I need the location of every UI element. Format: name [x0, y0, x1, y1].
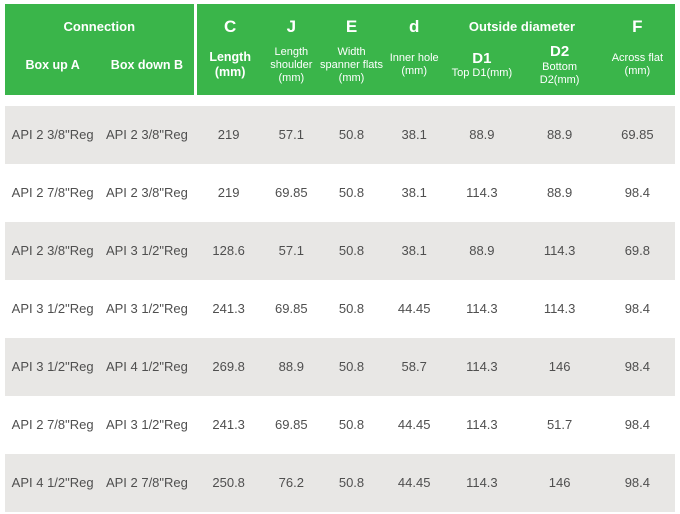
cell-inner-hole: 38.1	[384, 221, 445, 280]
cell-length: 241.3	[193, 279, 264, 338]
header-d1: D1 Top D1(mm)	[444, 44, 520, 95]
cell-d2: 51.7	[519, 395, 600, 454]
cell-d1: 114.3	[444, 395, 520, 454]
cell-box-up: API 2 3/8"Reg	[5, 221, 101, 280]
cell-inner-hole: 38.1	[384, 105, 445, 164]
cell-across-flat: 98.4	[599, 453, 675, 512]
cell-across-flat: 69.8	[599, 221, 675, 280]
header-box-down: Box down B	[100, 44, 194, 95]
cell-length: 128.6	[193, 221, 264, 280]
cell-length-shoulder: 69.85	[263, 395, 319, 454]
cell-across-flat: 69.85	[599, 105, 675, 164]
table-header: Connection C J E d Outside diameter F Bo…	[5, 4, 675, 106]
cell-length: 219	[193, 163, 264, 222]
cell-length-shoulder: 88.9	[263, 337, 319, 396]
cell-d2: 146	[519, 453, 600, 512]
table-row: API 2 7/8"Reg API 2 3/8"Reg 219 69.85 50…	[5, 163, 675, 222]
cell-d2: 114.3	[519, 221, 600, 280]
header-connection-group: Connection	[5, 4, 194, 44]
cell-d1: 114.3	[444, 279, 520, 338]
header-col-e: E	[318, 4, 385, 44]
table-row: API 2 7/8"Reg API 3 1/2"Reg 241.3 69.85 …	[5, 395, 675, 454]
cell-box-up: API 3 1/2"Reg	[5, 279, 101, 338]
cell-d1: 114.3	[444, 337, 520, 396]
table-body: API 2 3/8"Reg API 2 3/8"Reg 219 57.1 50.…	[5, 105, 675, 512]
cell-box-up: API 2 7/8"Reg	[5, 163, 101, 222]
header-box-up: Box up A	[5, 44, 101, 95]
header-c-sub: Length (mm)	[193, 44, 264, 95]
cell-length-shoulder: 57.1	[263, 105, 319, 164]
cell-box-up: API 3 1/2"Reg	[5, 337, 101, 396]
header-f-sub: Across flat (mm)	[599, 44, 675, 95]
header-d2-sub: Bottom D2(mm)	[539, 60, 580, 86]
cell-across-flat: 98.4	[599, 337, 675, 396]
cell-box-down: API 4 1/2"Reg	[100, 337, 194, 396]
cell-inner-hole: 58.7	[384, 337, 445, 396]
cell-inner-hole: 44.45	[384, 453, 445, 512]
cell-d2: 146	[519, 337, 600, 396]
cell-width-spanner: 50.8	[318, 337, 385, 396]
cell-box-up: API 2 7/8"Reg	[5, 395, 101, 454]
header-col-j: J	[263, 4, 319, 44]
header-outside-diameter-group: Outside diameter	[444, 4, 600, 44]
cell-length: 250.8	[193, 453, 264, 512]
cell-inner-hole: 44.45	[384, 279, 445, 338]
cell-across-flat: 98.4	[599, 163, 675, 222]
header-row-subs: Box up A Box down B Length (mm) Length s…	[5, 43, 675, 95]
cell-width-spanner: 50.8	[318, 221, 385, 280]
connection-spec-table: Connection C J E d Outside diameter F Bo…	[5, 4, 675, 512]
cell-length-shoulder: 57.1	[263, 221, 319, 280]
table-row: API 4 1/2"Reg API 2 7/8"Reg 250.8 76.2 5…	[5, 453, 675, 512]
table-row: API 3 1/2"Reg API 3 1/2"Reg 241.3 69.85 …	[5, 279, 675, 338]
cell-d1: 88.9	[444, 221, 520, 280]
header-body-gap	[5, 95, 675, 106]
header-col-c: C	[193, 4, 264, 44]
header-e-sub: Width spanner flats (mm)	[318, 44, 385, 95]
cell-width-spanner: 50.8	[318, 279, 385, 338]
cell-box-down: API 2 3/8"Reg	[100, 163, 194, 222]
cell-length-shoulder: 69.85	[263, 163, 319, 222]
header-col-d: d	[384, 4, 445, 44]
table-row: API 3 1/2"Reg API 4 1/2"Reg 269.8 88.9 5…	[5, 337, 675, 396]
cell-box-down: API 2 7/8"Reg	[100, 453, 194, 512]
cell-d1: 114.3	[444, 163, 520, 222]
cell-width-spanner: 50.8	[318, 105, 385, 164]
cell-d1: 114.3	[444, 453, 520, 512]
table-row: API 2 3/8"Reg API 3 1/2"Reg 128.6 57.1 5…	[5, 221, 675, 280]
cell-length-shoulder: 76.2	[263, 453, 319, 512]
cell-length: 241.3	[193, 395, 264, 454]
header-d1-letter: D1	[472, 49, 492, 67]
cell-width-spanner: 50.8	[318, 163, 385, 222]
cell-across-flat: 98.4	[599, 279, 675, 338]
cell-inner-hole: 38.1	[384, 163, 445, 222]
cell-length: 269.8	[193, 337, 264, 396]
cell-box-down: API 3 1/2"Reg	[100, 221, 194, 280]
cell-d2: 114.3	[519, 279, 600, 338]
cell-length: 219	[193, 105, 264, 164]
header-col-f: F	[599, 4, 675, 44]
header-d2: D2 Bottom D2(mm)	[519, 43, 600, 95]
cell-box-down: API 2 3/8"Reg	[100, 105, 194, 164]
cell-width-spanner: 50.8	[318, 395, 385, 454]
cell-across-flat: 98.4	[599, 395, 675, 454]
cell-d2: 88.9	[519, 163, 600, 222]
header-d2-letter: D2	[550, 43, 570, 60]
cell-box-down: API 3 1/2"Reg	[100, 395, 194, 454]
cell-d1: 88.9	[444, 105, 520, 164]
cell-length-shoulder: 69.85	[263, 279, 319, 338]
header-j-sub: Length shoulder (mm)	[263, 44, 319, 95]
header-row-groups: Connection C J E d Outside diameter F	[5, 4, 675, 44]
cell-width-spanner: 50.8	[318, 453, 385, 512]
cell-box-up: API 4 1/2"Reg	[5, 453, 101, 512]
header-d-sub: Inner hole (mm)	[384, 44, 445, 95]
cell-d2: 88.9	[519, 105, 600, 164]
cell-box-up: API 2 3/8"Reg	[5, 105, 101, 164]
cell-box-down: API 3 1/2"Reg	[100, 279, 194, 338]
cell-inner-hole: 44.45	[384, 395, 445, 454]
table-row: API 2 3/8"Reg API 2 3/8"Reg 219 57.1 50.…	[5, 105, 675, 164]
header-d1-sub: Top D1(mm)	[451, 67, 513, 80]
